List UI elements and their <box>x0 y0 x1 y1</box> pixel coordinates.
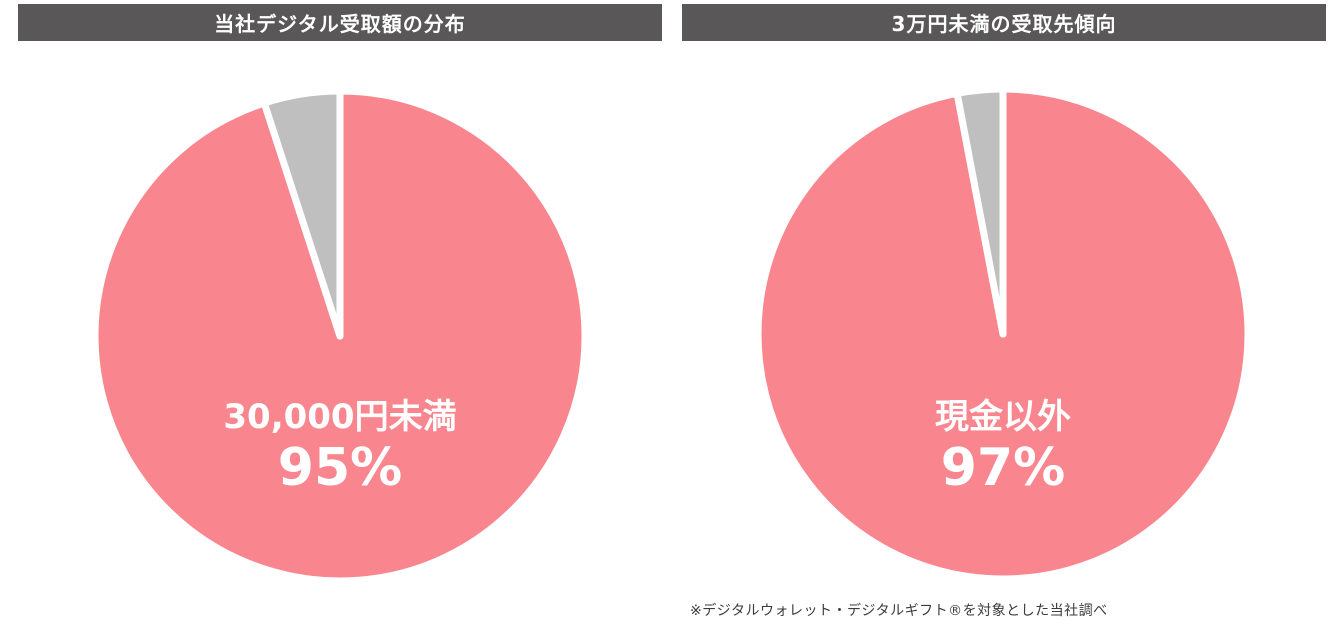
center-label-right: 現金以外 <box>935 397 1071 437</box>
pie-slice-0-1 <box>260 87 344 340</box>
pie-slice-0-0 <box>91 87 589 585</box>
pie-chart-distribution <box>91 87 589 585</box>
chart-title-left: 当社デジタル受取額の分布 <box>18 4 662 41</box>
center-value-right: 97% <box>941 438 1065 498</box>
pie-chart-recipient-trend <box>754 85 1252 583</box>
pie-slice-1-1 <box>953 85 1007 338</box>
footnote: ※デジタルウォレット・デジタルギフト®を対象とした当社調べ <box>690 603 1108 619</box>
center-label-left: 30,000円未満 <box>223 397 456 437</box>
center-value-left: 95% <box>278 438 402 498</box>
chart-title-right: 3万円未満の受取先傾向 <box>682 4 1326 41</box>
